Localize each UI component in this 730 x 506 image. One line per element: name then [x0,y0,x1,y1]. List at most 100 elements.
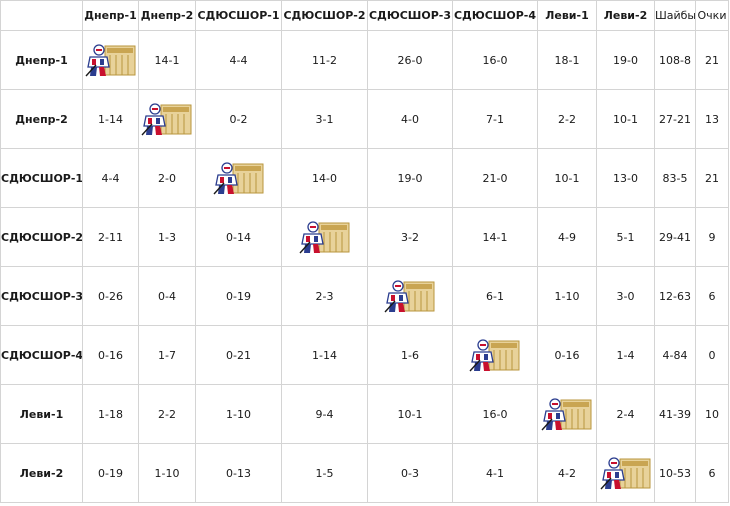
col-header-team: СДЮСШОР-4 [452,0,538,31]
score-cell: 14-0 [281,148,368,208]
hockey-goalie-logo-icon [384,279,436,313]
score-cell: 19-0 [596,30,655,90]
goals-cell: 108-8 [654,30,696,90]
score-cell: 0-19 [82,443,139,503]
table-header: Днепр-1 Днепр-2 СДЮСШОР-1 СДЮСШОР-2 СДЮС… [0,0,729,31]
score-cell: 9-4 [281,384,368,444]
goals-cell: 12-63 [654,266,696,326]
score-cell: 0-21 [195,325,282,385]
score-cell: 2-4 [596,384,655,444]
col-header-team: Леви-1 [537,0,597,31]
points-cell: 9 [695,207,729,267]
score-cell: 2-3 [281,266,368,326]
score-cell: 14-1 [452,207,538,267]
score-cell: 11-2 [281,30,368,90]
score-cell: 10-1 [596,89,655,149]
row-header-team: Леви-2 [0,443,83,503]
score-cell: 3-2 [367,207,453,267]
self-match-cell [596,443,655,503]
hockey-goalie-logo-icon [84,43,137,77]
score-cell: 26-0 [367,30,453,90]
col-header-team: СДЮСШОР-3 [367,0,453,31]
header-row: Днепр-1 Днепр-2 СДЮСШОР-1 СДЮСШОР-2 СДЮС… [0,0,729,31]
score-cell: 0-2 [195,89,282,149]
table-row: СДЮСШОР-1 4-4 2-0 14-0 19-0 21-0 10-1 13-0 83-5 2… [0,148,729,208]
row-header-team: СДЮСШОР-4 [0,325,83,385]
score-cell: 13-0 [596,148,655,208]
row-header-team: СДЮСШОР-2 [0,207,83,267]
table-row: СДЮСШОР-2 2-11 1-3 0-14 3-2 14-1 4-9 5-1 29-41 9 [0,207,729,267]
score-cell: 1-6 [367,325,453,385]
score-cell: 10-1 [367,384,453,444]
score-cell: 1-10 [195,384,282,444]
goals-cell: 27-21 [654,89,696,149]
score-cell: 1-3 [138,207,196,267]
score-cell: 10-1 [537,148,597,208]
score-cell: 1-14 [281,325,368,385]
row-header-team: Днепр-1 [0,30,83,90]
score-cell: 0-14 [195,207,282,267]
score-cell: 14-1 [138,30,196,90]
score-cell: 4-4 [195,30,282,90]
table-row: Леви-2 0-19 1-10 0-13 1-5 0-3 4-1 4-2 10-53 6 [0,443,729,503]
score-cell: 16-0 [452,30,538,90]
table-row: СДЮСШОР-4 0-16 1-7 0-21 1-14 1-6 0-16 1-4 4-84 0 [0,325,729,385]
score-cell: 2-2 [537,89,597,149]
goals-cell: 29-41 [654,207,696,267]
self-match-cell [537,384,597,444]
score-cell: 1-14 [82,89,139,149]
col-header-goals: Шайбы [654,0,696,31]
self-match-cell [367,266,453,326]
self-match-cell [82,30,139,90]
row-header-team: Леви-1 [0,384,83,444]
goals-cell: 41-39 [654,384,696,444]
goals-cell: 10-53 [654,443,696,503]
table-row: Леви-1 1-18 2-2 1-10 9-4 10-1 16-0 2-4 41-39 10 [0,384,729,444]
self-match-cell [452,325,538,385]
score-cell: 2-0 [138,148,196,208]
points-cell: 10 [695,384,729,444]
hockey-goalie-logo-icon [298,220,351,254]
points-cell: 21 [695,30,729,90]
score-cell: 6-1 [452,266,538,326]
table-row: Днепр-2 1-14 0-2 3-1 4-0 7-1 2-2 10-1 27-21 13 [0,89,729,149]
score-cell: 1-18 [82,384,139,444]
self-match-cell [281,207,368,267]
self-match-cell [195,148,282,208]
score-cell: 3-0 [596,266,655,326]
goals-cell: 83-5 [654,148,696,208]
points-cell: 21 [695,148,729,208]
score-cell: 4-1 [452,443,538,503]
col-header-points: Очки [695,0,729,31]
score-cell: 0-13 [195,443,282,503]
hockey-goalie-logo-icon [141,102,193,136]
hockey-goalie-logo-icon [212,161,265,195]
score-cell: 19-0 [367,148,453,208]
score-cell: 7-1 [452,89,538,149]
score-cell: 1-5 [281,443,368,503]
score-cell: 1-10 [537,266,597,326]
col-header-team: Днепр-2 [138,0,196,31]
score-cell: 0-3 [367,443,453,503]
score-cell: 2-11 [82,207,139,267]
score-cell: 0-19 [195,266,282,326]
hockey-goalie-logo-icon [541,397,593,431]
hockey-goalie-logo-icon [469,338,521,372]
col-header-team: СДЮСШОР-1 [195,0,282,31]
points-cell: 6 [695,266,729,326]
score-cell: 4-2 [537,443,597,503]
col-header-team: СДЮСШОР-2 [281,0,368,31]
points-cell: 6 [695,443,729,503]
score-cell: 18-1 [537,30,597,90]
table-row: Днепр-1 14-1 4-4 11-2 26-0 16-0 18-1 19-0 108-8 2… [0,30,729,90]
score-cell: 1-4 [596,325,655,385]
score-cell: 3-1 [281,89,368,149]
row-header-team: СДЮСШОР-3 [0,266,83,326]
self-match-cell [138,89,196,149]
score-cell: 4-0 [367,89,453,149]
score-cell: 21-0 [452,148,538,208]
row-header-team: СДЮСШОР-1 [0,148,83,208]
table-body: Днепр-1 14-1 4-4 11-2 26-0 16-0 18-1 19-0 108-8 2… [0,30,729,503]
score-cell: 4-9 [537,207,597,267]
